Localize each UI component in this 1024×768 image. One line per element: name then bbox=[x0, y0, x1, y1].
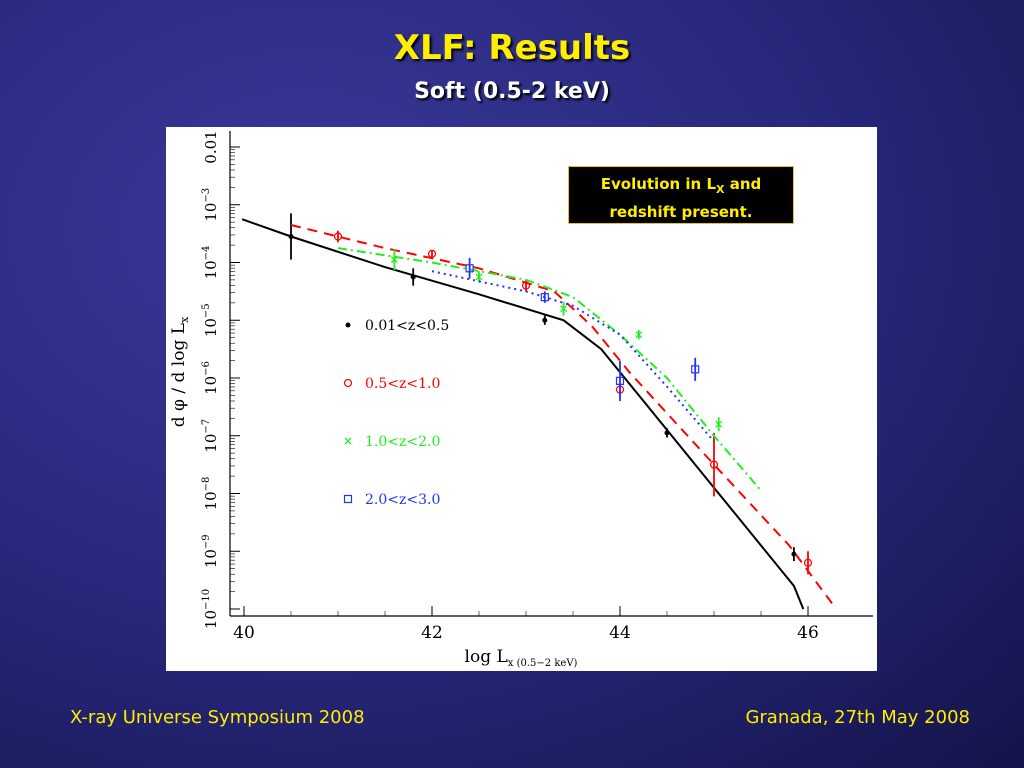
callout-sub: X bbox=[716, 183, 725, 196]
callout-text-2: and bbox=[724, 175, 762, 193]
data-point-0 bbox=[542, 317, 548, 323]
data-point-2 bbox=[635, 331, 643, 339]
legend-label-2: 1.0<z<2.0 bbox=[365, 434, 440, 450]
model-line-1 bbox=[290, 224, 838, 610]
y-tick-label: 10−5 bbox=[201, 303, 220, 337]
data-point-3 bbox=[540, 293, 549, 302]
y-tick-label: 10−10 bbox=[201, 589, 220, 629]
y-axis-label-main: d φ / d log L bbox=[169, 323, 189, 427]
evolution-callout: Evolution in LX and redshift present. bbox=[568, 166, 794, 224]
data-point-3 bbox=[615, 376, 625, 385]
data-point-2 bbox=[475, 273, 483, 281]
data-point-2 bbox=[560, 305, 568, 313]
data-point-1 bbox=[521, 281, 531, 290]
y-tick-label-base: 10 bbox=[202, 376, 220, 395]
x-axis-label: log Lx (0.5−2 keV) bbox=[465, 647, 578, 669]
data-point-2 bbox=[715, 420, 723, 428]
x-tick-label: 44 bbox=[609, 623, 631, 643]
y-tick-label-exp: −10 bbox=[201, 589, 212, 610]
footer-event: X-ray Universe Symposium 2008 bbox=[70, 707, 365, 728]
data-point-2 bbox=[390, 256, 398, 264]
model-line-3 bbox=[431, 270, 715, 443]
legend-label-1: 0.5<z<1.0 bbox=[365, 376, 440, 392]
legend-label-0: 0.01<z<0.5 bbox=[365, 318, 449, 334]
callout-text-3: redshift present. bbox=[609, 203, 753, 221]
y-tick-label: 10−4 bbox=[201, 246, 220, 280]
model-line-0 bbox=[241, 218, 805, 610]
y-tick-label-base: 10 bbox=[202, 318, 220, 337]
y-tick-label-base: 0.01 bbox=[202, 130, 220, 163]
y-tick-label-exp: −9 bbox=[201, 534, 212, 549]
data-point-3 bbox=[691, 365, 700, 374]
model-line-2 bbox=[337, 247, 762, 492]
x-tick-label: 42 bbox=[421, 623, 443, 643]
slide-subtitle: Soft (0.5-2 keV) bbox=[414, 79, 610, 104]
data-point-3 bbox=[465, 264, 474, 273]
y-tick-label: 10−3 bbox=[201, 188, 220, 222]
y-tick-label-base: 10 bbox=[202, 549, 220, 568]
data-point-0 bbox=[664, 430, 670, 436]
x-axis-label-main: log L bbox=[465, 647, 508, 667]
x-tick-label: 40 bbox=[233, 623, 255, 643]
y-tick-label-base: 10 bbox=[202, 203, 220, 222]
y-axis-label-sub: x bbox=[178, 316, 191, 323]
data-point-1 bbox=[803, 558, 813, 567]
y-tick-label: 10−8 bbox=[201, 477, 220, 511]
legend-label-3: 2.0<z<3.0 bbox=[365, 492, 440, 508]
data-point-1 bbox=[709, 460, 719, 469]
y-tick-label: 10−6 bbox=[201, 361, 220, 395]
data-point-0 bbox=[288, 234, 294, 240]
x-axis-label-sub: x (0.5−2 keV) bbox=[508, 658, 578, 669]
y-axis-label: d φ / d log Lx bbox=[169, 316, 191, 427]
y-tick-label: 0.01 bbox=[202, 130, 220, 163]
y-tick-label-base: 10 bbox=[202, 260, 220, 279]
y-tick-label-exp: −6 bbox=[201, 361, 212, 376]
y-tick-label: 10−7 bbox=[201, 419, 220, 453]
data-point-1 bbox=[427, 249, 437, 258]
callout-text-1: Evolution in L bbox=[600, 175, 717, 193]
x-tick-label: 46 bbox=[797, 623, 819, 643]
y-tick-label-exp: −3 bbox=[201, 188, 212, 203]
data-point-2 bbox=[344, 437, 352, 445]
y-tick-label-base: 10 bbox=[202, 434, 220, 453]
y-tick-label-exp: −8 bbox=[201, 477, 212, 492]
y-tick-label-base: 10 bbox=[202, 610, 220, 629]
y-tick-label: 10−9 bbox=[201, 534, 220, 568]
footer-date: Granada, 27th May 2008 bbox=[745, 707, 970, 728]
y-tick-label-base: 10 bbox=[202, 491, 220, 510]
y-tick-label-exp: −7 bbox=[201, 419, 212, 434]
y-tick-label-exp: −4 bbox=[201, 246, 212, 261]
data-point-1 bbox=[333, 232, 343, 241]
data-point-0 bbox=[345, 322, 351, 328]
data-point-0 bbox=[410, 274, 416, 280]
slide-title: XLF: Results bbox=[393, 28, 631, 68]
data-point-1 bbox=[343, 378, 353, 388]
data-point-3 bbox=[343, 494, 353, 504]
data-point-0 bbox=[791, 551, 797, 557]
y-tick-label-exp: −5 bbox=[201, 303, 212, 318]
